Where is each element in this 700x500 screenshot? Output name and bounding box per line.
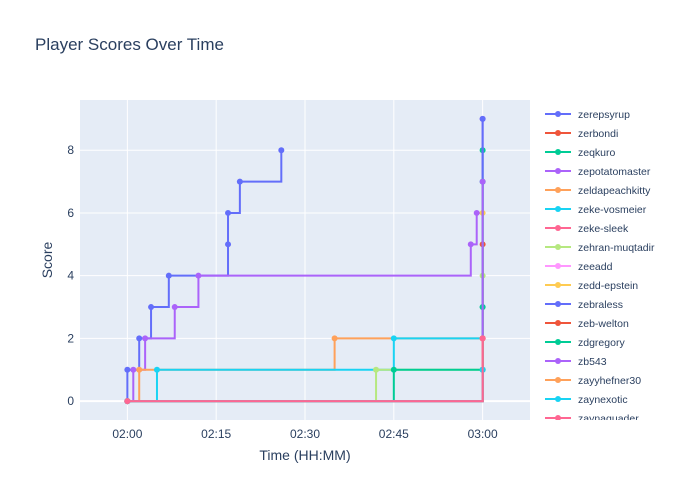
legend-item[interactable]: zayyhefner30 <box>545 375 641 387</box>
legend-swatch-marker <box>555 168 561 174</box>
legend-swatch-marker <box>555 225 561 231</box>
legend-label: zedd-epstein <box>578 280 638 292</box>
data-point[interactable] <box>142 335 149 342</box>
legend-swatch-marker <box>555 206 561 212</box>
legend-label: zeeadd <box>578 261 613 273</box>
data-point[interactable] <box>473 209 480 216</box>
legend-label: zeke-sleek <box>578 223 629 235</box>
legend-label: zdgregory <box>578 337 625 349</box>
legend-item[interactable]: zaynexotic <box>545 394 628 406</box>
legend-label: zayyhefner30 <box>578 375 641 387</box>
data-point[interactable] <box>390 335 397 342</box>
data-point[interactable] <box>331 335 338 342</box>
legend-label: zb543 <box>578 356 607 368</box>
legend-label: zaynaquader <box>578 413 639 425</box>
series-line <box>127 338 484 403</box>
data-point[interactable] <box>130 366 137 373</box>
legend-label: zaynexotic <box>578 394 628 406</box>
data-point[interactable] <box>225 241 232 248</box>
data-point[interactable] <box>467 241 474 248</box>
legend-swatch-marker <box>555 320 561 326</box>
legend-swatch-marker <box>555 130 561 136</box>
data-point[interactable] <box>124 366 131 373</box>
legend-swatch-marker <box>555 339 561 345</box>
legend-item[interactable]: zeqkuro <box>545 147 616 159</box>
legend-item[interactable]: zerepsyrup <box>545 109 630 121</box>
legend-swatch-marker <box>555 282 561 288</box>
legend-label: zepotatomaster <box>578 166 651 178</box>
legend-item[interactable]: zb543 <box>545 356 607 368</box>
legend-label: zerepsyrup <box>578 109 630 121</box>
data-point[interactable] <box>171 304 178 311</box>
legend-swatch-marker <box>555 358 561 364</box>
y-tick-label: 4 <box>67 269 74 283</box>
legend-item[interactable]: zeke-sleek <box>545 223 629 235</box>
data-point[interactable] <box>148 304 155 311</box>
legend-swatch-marker <box>555 111 561 117</box>
x-tick-label: 03:00 <box>468 427 498 441</box>
data-point[interactable] <box>136 366 143 373</box>
x-tick-label: 02:00 <box>112 427 142 441</box>
legend-label: zehran-muqtadir <box>578 242 655 254</box>
legend-swatch-marker <box>555 396 561 402</box>
legend-swatch-marker <box>555 187 561 193</box>
y-axis-title: Score <box>39 242 55 279</box>
data-point[interactable] <box>236 178 243 185</box>
legend-label: zeke-vosmeier <box>578 204 647 216</box>
series-zerepsyrup[interactable] <box>124 147 285 405</box>
series-zaynaquader[interactable] <box>124 335 486 405</box>
x-tick-label: 02:30 <box>290 427 320 441</box>
data-point[interactable] <box>479 178 486 185</box>
data-point[interactable] <box>153 366 160 373</box>
x-tick-label: 02:15 <box>201 427 231 441</box>
legend-label: zeldapeachkitty <box>578 185 651 197</box>
series-layer <box>124 115 486 405</box>
data-point[interactable] <box>479 115 486 122</box>
legend-swatch-marker <box>555 415 561 420</box>
legend-item[interactable]: zdgregory <box>545 337 625 349</box>
legend-swatch-marker <box>555 301 561 307</box>
y-tick-label: 0 <box>67 394 74 408</box>
legend-label: zeb-welton <box>578 318 629 330</box>
legend-swatch-marker <box>555 149 561 155</box>
legend-item[interactable]: zepotatomaster <box>545 166 651 178</box>
y-tick-label: 6 <box>67 206 74 220</box>
data-point[interactable] <box>373 366 380 373</box>
y-tick-label: 8 <box>67 143 74 157</box>
data-point[interactable] <box>165 272 172 279</box>
x-tick-label: 02:45 <box>379 427 409 441</box>
data-point[interactable] <box>136 335 143 342</box>
legend-label: zerbondi <box>578 128 618 140</box>
legend-swatch-marker <box>555 244 561 250</box>
legend-item[interactable]: zeeadd <box>545 261 613 273</box>
legend-item[interactable]: zedd-epstein <box>545 280 638 292</box>
y-axis-ticks: 0 2 4 6 8 <box>67 143 74 408</box>
legend-item[interactable]: zebraless <box>545 299 623 311</box>
legend-label: zeqkuro <box>578 147 616 159</box>
legend-item[interactable]: zeke-vosmeier <box>545 204 647 216</box>
chart-title: Player Scores Over Time <box>35 35 224 54</box>
x-axis-ticks: 02:00 02:15 02:30 02:45 03:00 <box>112 427 498 441</box>
x-axis-title: Time (HH:MM) <box>259 447 350 463</box>
legend-item[interactable]: zaynaquader <box>545 413 639 425</box>
legend-item[interactable]: zeldapeachkitty <box>545 185 651 197</box>
y-tick-label: 2 <box>67 331 74 345</box>
legend-item[interactable]: zerbondi <box>545 128 618 140</box>
legend[interactable]: zerepsyrup zerbondi zeqkuro zepotatomaster z… <box>545 109 655 425</box>
legend-item[interactable]: zeb-welton <box>545 318 629 330</box>
data-point[interactable] <box>390 366 397 373</box>
legend-item[interactable]: zehran-muqtadir <box>545 242 655 254</box>
legend-label: zebraless <box>578 299 623 311</box>
data-point[interactable] <box>225 209 232 216</box>
legend-swatch-marker <box>555 263 561 269</box>
data-point[interactable] <box>124 398 131 405</box>
data-point[interactable] <box>278 147 285 154</box>
legend-swatch-marker <box>555 377 561 383</box>
data-point[interactable] <box>195 272 202 279</box>
data-point[interactable] <box>479 335 486 342</box>
